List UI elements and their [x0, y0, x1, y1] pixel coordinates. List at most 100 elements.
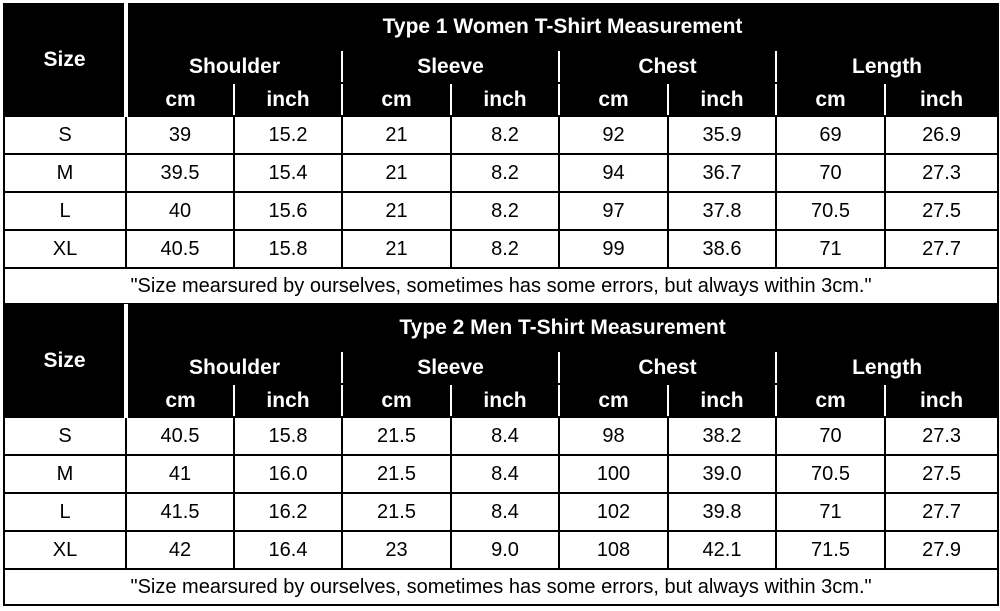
unit-header: cm: [558, 82, 669, 117]
size-cell: S: [3, 115, 127, 155]
value-cell: 37.8: [667, 191, 777, 231]
value-cell: 8.4: [450, 416, 560, 456]
value-cell: 8.2: [450, 115, 560, 155]
unit-header: inch: [883, 383, 1000, 418]
value-cell: 40: [125, 191, 235, 231]
value-cell: 27.7: [883, 229, 1000, 269]
unit-header: cm: [775, 383, 886, 418]
value-cell: 70: [775, 416, 886, 456]
table-row: S 40.5 15.8 21.5 8.4 98 38.2 70 27.3: [3, 416, 1000, 456]
size-cell: XL: [3, 530, 127, 570]
size-cell: M: [3, 454, 127, 494]
value-cell: 71.5: [775, 530, 886, 570]
group-header-sleeve: Sleeve: [341, 49, 560, 84]
value-cell: 15.8: [233, 416, 343, 456]
table-title: Type 1 Women T-Shirt Measurement: [124, 3, 1000, 51]
value-cell: 39.0: [667, 454, 777, 494]
value-cell: 42.1: [667, 530, 777, 570]
unit-header: inch: [883, 82, 1000, 117]
value-cell: 27.3: [883, 153, 1000, 193]
value-cell: 36.7: [667, 153, 777, 193]
measurement-note: "Size mearsured by ourselves, sometimes …: [2, 568, 1000, 606]
value-cell: 94: [558, 153, 669, 193]
value-cell: 26.9: [883, 115, 1000, 155]
table-row: L 41.5 16.2 21.5 8.4 102 39.8 71 27.7: [3, 492, 1000, 532]
value-cell: 21: [341, 153, 452, 193]
value-cell: 69: [775, 115, 886, 155]
value-cell: 8.2: [450, 191, 560, 231]
value-cell: 21: [341, 191, 452, 231]
unit-header: cm: [341, 82, 452, 117]
unit-header: cm: [558, 383, 669, 418]
size-cell: XL: [3, 229, 127, 269]
table-row: XL 40.5 15.8 21 8.2 99 38.6 71 27.7: [3, 229, 1000, 269]
value-cell: 9.0: [450, 530, 560, 570]
value-cell: 16.4: [233, 530, 343, 570]
value-cell: 71: [775, 492, 886, 532]
value-cell: 15.8: [233, 229, 343, 269]
size-cell: L: [3, 191, 127, 231]
unit-header: inch: [450, 383, 560, 418]
value-cell: 42: [125, 530, 235, 570]
value-cell: 8.4: [450, 492, 560, 532]
group-header-chest: Chest: [558, 49, 777, 84]
value-cell: 21.5: [341, 416, 452, 456]
value-cell: 27.5: [883, 191, 1000, 231]
value-cell: 27.7: [883, 492, 1000, 532]
unit-header: inch: [233, 383, 343, 418]
value-cell: 21.5: [341, 454, 452, 494]
women-measurement-table: Size Type 1 Women T-Shirt Measurement Sh…: [2, 3, 1000, 305]
value-cell: 23: [341, 530, 452, 570]
value-cell: 39: [125, 115, 235, 155]
value-cell: 39.5: [125, 153, 235, 193]
unit-header: inch: [667, 383, 777, 418]
size-cell: L: [3, 492, 127, 532]
value-cell: 99: [558, 229, 669, 269]
unit-header: cm: [341, 383, 452, 418]
value-cell: 27.9: [883, 530, 1000, 570]
value-cell: 41.5: [125, 492, 235, 532]
value-cell: 38.2: [667, 416, 777, 456]
unit-header: cm: [125, 82, 235, 117]
value-cell: 92: [558, 115, 669, 155]
unit-header: cm: [775, 82, 886, 117]
value-cell: 41: [125, 454, 235, 494]
group-header-length: Length: [774, 49, 1000, 84]
value-cell: 40.5: [125, 229, 235, 269]
value-cell: 15.2: [233, 115, 343, 155]
value-cell: 71: [775, 229, 886, 269]
unit-header: inch: [450, 82, 560, 117]
table-row: L 40 15.6 21 8.2 97 37.8 70.5 27.5: [3, 191, 1000, 231]
value-cell: 15.6: [233, 191, 343, 231]
unit-header: inch: [667, 82, 777, 117]
value-cell: 97: [558, 191, 669, 231]
value-cell: 21: [341, 229, 452, 269]
value-cell: 108: [558, 530, 669, 570]
value-cell: 21.5: [341, 492, 452, 532]
unit-header: cm: [125, 383, 235, 418]
table-row: XL 42 16.4 23 9.0 108 42.1 71.5 27.9: [3, 530, 1000, 570]
value-cell: 70.5: [775, 454, 886, 494]
group-header-shoulder: Shoulder: [125, 350, 343, 385]
value-cell: 70: [775, 153, 886, 193]
value-cell: 8.4: [450, 454, 560, 494]
value-cell: 27.5: [883, 454, 1000, 494]
unit-header: inch: [233, 82, 343, 117]
value-cell: 39.8: [667, 492, 777, 532]
value-cell: 27.3: [883, 416, 1000, 456]
group-header-chest: Chest: [558, 350, 777, 385]
value-cell: 8.2: [450, 229, 560, 269]
value-cell: 70.5: [775, 191, 886, 231]
group-header-length: Length: [774, 350, 1000, 385]
men-measurement-table: Size Type 2 Men T-Shirt Measurement Shou…: [2, 304, 1000, 606]
value-cell: 8.2: [450, 153, 560, 193]
table-title: Type 2 Men T-Shirt Measurement: [124, 304, 1000, 352]
table-row: M 39.5 15.4 21 8.2 94 36.7 70 27.3: [3, 153, 1000, 193]
size-header: Size: [3, 304, 128, 418]
value-cell: 98: [558, 416, 669, 456]
group-header-shoulder: Shoulder: [125, 49, 343, 84]
measurement-note: "Size mearsured by ourselves, sometimes …: [2, 267, 1000, 305]
table-row: M 41 16.0 21.5 8.4 100 39.0 70.5 27.5: [3, 454, 1000, 494]
value-cell: 102: [558, 492, 669, 532]
